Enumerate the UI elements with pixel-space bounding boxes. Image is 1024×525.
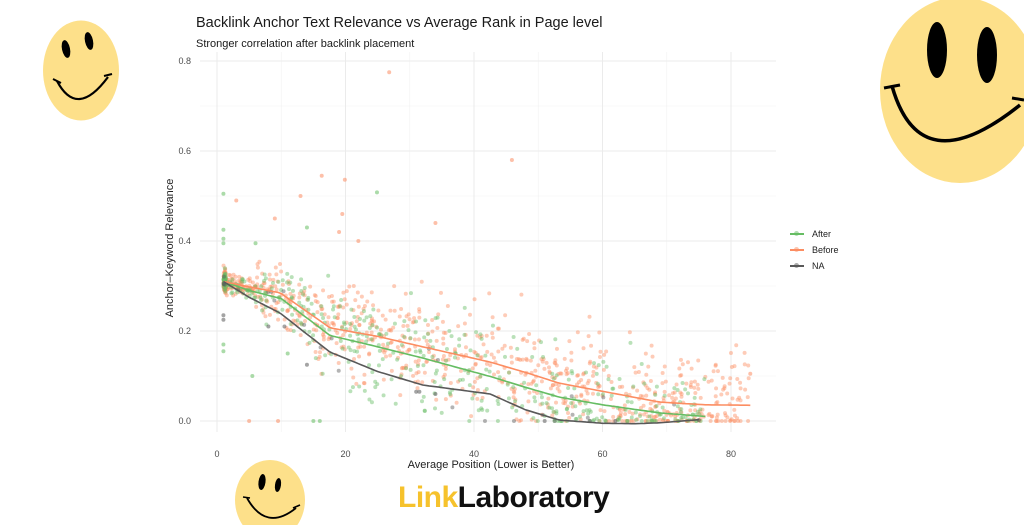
x-axis-label: Average Position (Lower is Better) (407, 459, 575, 471)
y-tick-label: 0.6 (178, 146, 191, 156)
x-tick-label: 60 (597, 449, 607, 459)
legend-label-na: NA (812, 261, 825, 271)
x-tick-label: 20 (340, 449, 350, 459)
plot-grid (200, 52, 776, 432)
y-tick-label: 0.2 (178, 326, 191, 336)
x-tick-label: 0 (214, 449, 219, 459)
legend-key-after-icon (790, 228, 804, 240)
smiley-face-icon (43, 20, 119, 121)
link-laboratory-logo: LinkLaboratory (398, 481, 610, 514)
axis-ticks: 0 20 40 60 80 0.0 0.2 0.4 0.6 0.8 (178, 56, 736, 459)
chart-title: Backlink Anchor Text Relevance vs Averag… (196, 15, 603, 31)
x-tick-label: 80 (726, 449, 736, 459)
legend-item-na: NA (790, 258, 839, 274)
trend-line-before (223, 280, 751, 407)
y-tick-label: 0.4 (178, 236, 191, 246)
smiley-face-icon (880, 0, 1024, 183)
legend-label-before: Before (812, 245, 839, 255)
y-tick-label: 0.8 (178, 56, 191, 66)
logo-link-text: Link (398, 481, 458, 514)
trend-line-after (223, 280, 706, 418)
scatter-points (221, 70, 753, 423)
logo-laboratory-text: Laboratory (457, 481, 610, 514)
legend-label-after: After (812, 229, 832, 239)
chart-subtitle: Stronger correlation after backlink plac… (196, 38, 415, 50)
chart-legend: After Before NA (790, 226, 839, 274)
trend-lines (222, 280, 751, 425)
y-axis-label: Anchor–Keyword Relevance (164, 178, 176, 318)
y-tick-label: 0.0 (178, 416, 191, 426)
legend-key-na-icon (790, 260, 804, 272)
legend-item-after: After (790, 226, 839, 242)
legend-key-before-icon (790, 244, 804, 256)
x-tick-label: 40 (469, 449, 479, 459)
legend-item-before: Before (790, 242, 839, 258)
trend-line-na (222, 280, 699, 425)
smiley-face-icon (235, 460, 305, 525)
